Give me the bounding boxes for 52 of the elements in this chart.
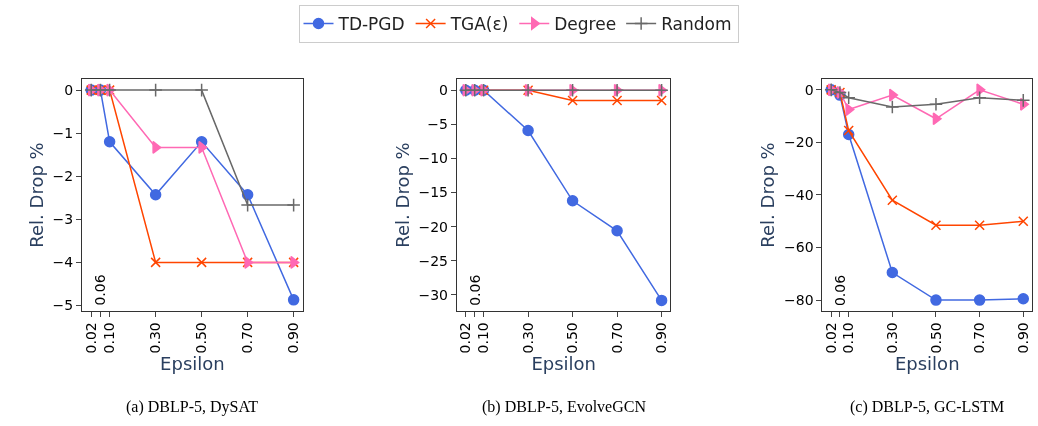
- x-tick-label: 0.50: [193, 322, 210, 354]
- y-tick-label: −60: [784, 239, 814, 256]
- y-tick-label: 0: [804, 81, 814, 98]
- annotation: 0.06: [831, 274, 848, 307]
- x-tick-label: 0.70: [608, 322, 625, 354]
- y-tick-label: 0: [439, 82, 448, 99]
- x-tick-label: 0.02: [82, 322, 99, 354]
- y-tick-label: 0: [64, 82, 74, 99]
- legend-label: TD-PGD: [337, 14, 405, 35]
- x-tick-label: 0.50: [564, 322, 581, 354]
- annotation: 0.06: [466, 274, 483, 306]
- x-tick-label: 0.70: [971, 322, 988, 354]
- y-tick-label: −5: [52, 297, 74, 314]
- x-axis-title: Epsilon: [894, 353, 960, 375]
- y-axis-title: Rel. Drop %: [757, 142, 779, 248]
- y-tick-label: −10: [418, 150, 448, 167]
- x-tick-label: 0.10: [840, 322, 857, 354]
- x-tick-label: 0.90: [285, 322, 302, 354]
- y-axis-title: Rel. Drop %: [25, 142, 47, 248]
- y-tick-label: −15: [418, 184, 448, 201]
- x-tick-label: 0.90: [1014, 322, 1031, 354]
- x-tick-label: 0.10: [101, 322, 118, 354]
- x-tick-label: 0.10: [475, 322, 492, 354]
- y-tick-label: −1: [52, 125, 74, 142]
- y-tick-label: −30: [418, 286, 448, 303]
- legend-label: Degree: [554, 14, 617, 35]
- y-tick-label: −2: [52, 168, 74, 185]
- x-axis-title: Epsilon: [160, 353, 225, 375]
- x-tick-label: 0.90: [653, 322, 670, 354]
- text: (b) DBLP-5, EvolveGCN: [482, 398, 647, 416]
- legend-label: TGA(ε): [449, 14, 509, 35]
- x-tick-label: 0.50: [927, 322, 944, 354]
- y-tick-label: −20: [418, 218, 448, 235]
- legend-label: Random: [661, 14, 732, 35]
- text: (a) DBLP-5, DySAT: [126, 398, 259, 416]
- y-axis-title: Rel. Drop %: [391, 142, 413, 248]
- x-tick-label: 0.02: [822, 322, 839, 354]
- annotation: 0.06: [92, 274, 109, 306]
- y-tick-label: −25: [418, 252, 448, 269]
- y-tick-label: −20: [784, 134, 814, 151]
- y-tick-label: −40: [784, 186, 814, 203]
- y-tick-label: −3: [52, 211, 74, 228]
- y-tick-label: −80: [784, 292, 814, 309]
- x-tick-label: 0.70: [239, 322, 256, 354]
- x-tick-label: 0.30: [519, 322, 536, 354]
- x-tick-label: 0.02: [457, 322, 474, 354]
- text: (c) DBLP-5, GC-LSTM: [850, 398, 1005, 416]
- y-tick-label: −5: [427, 116, 448, 133]
- x-tick-label: 0.30: [883, 322, 900, 354]
- x-tick-label: 0.30: [147, 322, 164, 354]
- y-tick-label: −4: [52, 254, 74, 271]
- x-axis-title: Epsilon: [531, 353, 596, 375]
